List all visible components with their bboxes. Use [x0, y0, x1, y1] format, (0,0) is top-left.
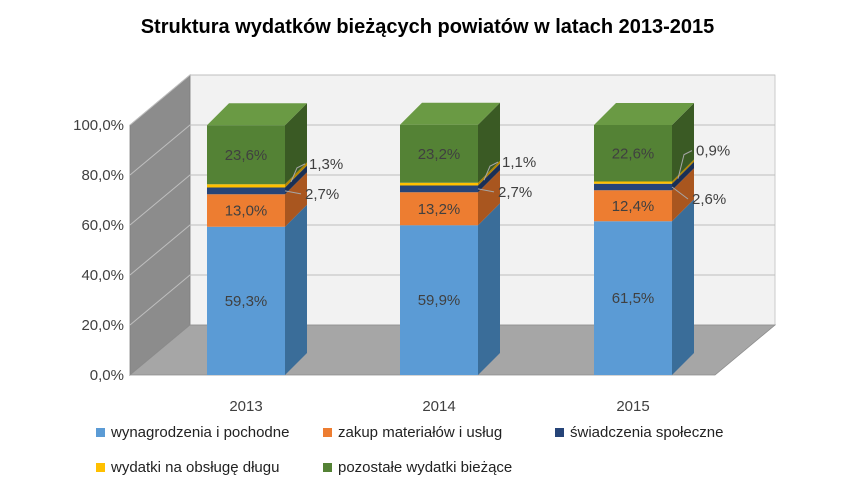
legend-label: pozostałe wydatki bieżące: [338, 459, 513, 476]
bar-segment-front: [594, 125, 672, 182]
bar-segment-front: [400, 185, 478, 193]
y-tick-label: 60,0%: [81, 217, 124, 234]
data-label: 61,5%: [612, 290, 655, 307]
leader-line: [284, 190, 302, 195]
data-label: 0,9%: [696, 143, 730, 160]
bar-segment-front: [207, 125, 285, 185]
bar-top: [594, 103, 694, 125]
legend-swatch: [555, 428, 564, 437]
y-tick-label: 20,0%: [81, 317, 124, 334]
gridline: [129, 74, 775, 126]
data-label: 2,7%: [305, 186, 339, 203]
y-tick-label: 100,0%: [73, 117, 124, 134]
bar-segment-front: [400, 124, 478, 183]
bar-segment-front: [207, 194, 285, 227]
y-tick-label: 80,0%: [81, 167, 124, 184]
side-wall: [129, 74, 191, 376]
gridline: [129, 174, 775, 226]
data-label: 23,6%: [225, 147, 268, 164]
chart-title: Struktura wydatków bieżących powiatów w …: [140, 16, 715, 38]
legend-swatch: [96, 428, 105, 437]
bar-segment-side: [672, 103, 694, 182]
gridline: [129, 124, 775, 176]
legend-label: wynagrodzenia i pochodne: [111, 424, 290, 441]
legend-item: świadczenia społeczne: [555, 424, 723, 441]
data-label: 13,0%: [225, 203, 268, 220]
bar-segment-front: [207, 184, 285, 188]
y-tick-label: 40,0%: [81, 267, 124, 284]
legend-swatch: [323, 463, 332, 472]
bar-segment-side: [478, 163, 500, 193]
data-label: 12,4%: [612, 198, 655, 215]
gridline: [129, 274, 775, 326]
legend-item: wydatki na obsługę długu: [96, 459, 279, 476]
data-label: 23,2%: [418, 146, 461, 163]
bar-segment-front: [400, 225, 478, 375]
bar-segment-front: [594, 181, 672, 184]
bar-segment-side: [672, 159, 694, 184]
legend-item: wynagrodzenia i pochodne: [96, 424, 289, 441]
bar-segment-side: [478, 160, 500, 186]
leader-line: [677, 150, 693, 179]
bar-segment-side: [478, 170, 500, 226]
y-tick-label: 0,0%: [90, 367, 124, 384]
legend-label: wydatki na obsługę długu: [111, 459, 280, 476]
leader-line: [483, 161, 499, 181]
bar-segment-side: [285, 204, 307, 375]
gridline: [129, 224, 775, 276]
x-tick-label: 2013: [229, 398, 262, 415]
bar-top: [207, 103, 307, 126]
bar-segment-front: [594, 190, 672, 222]
data-label: 2,6%: [692, 191, 726, 208]
legend-swatch: [96, 463, 105, 472]
bar-segment-front: [207, 187, 285, 195]
bar-segment-side: [285, 165, 307, 195]
x-tick-label: 2015: [616, 398, 649, 415]
bar-segment-side: [285, 103, 307, 185]
legend-label: zakup materiałów i usług: [338, 424, 503, 441]
bar-segment-front: [207, 226, 285, 375]
leader-line: [477, 188, 495, 193]
legend-item: pozostałe wydatki bieżące: [323, 459, 512, 476]
data-label: 59,9%: [418, 292, 461, 309]
leader-line: [290, 163, 306, 183]
bar-segment-front: [594, 183, 672, 191]
legend-item: zakup materiałów i usług: [323, 424, 502, 441]
data-label: 59,3%: [225, 293, 268, 310]
bar-segment-front: [594, 221, 672, 375]
data-label: 22,6%: [612, 145, 655, 162]
data-label: 1,3%: [309, 156, 343, 173]
bar-segment-front: [400, 192, 478, 226]
legend-label: świadczenia społeczne: [570, 424, 724, 441]
data-label: 1,1%: [502, 154, 536, 171]
data-label: 2,7%: [498, 184, 532, 201]
x-tick-label: 2014: [422, 398, 455, 415]
bar-segment-side: [672, 199, 694, 375]
leader-line: [671, 186, 689, 200]
data-label: 13,2%: [418, 201, 461, 218]
bar-segment-side: [672, 161, 694, 191]
bar-segment-side: [478, 203, 500, 375]
bar-segment-side: [285, 172, 307, 227]
bar-top: [400, 102, 500, 125]
legend-swatch: [323, 428, 332, 437]
bar-segment-side: [285, 162, 307, 188]
bar-segment-front: [400, 182, 478, 186]
bar-segment-side: [478, 102, 500, 183]
